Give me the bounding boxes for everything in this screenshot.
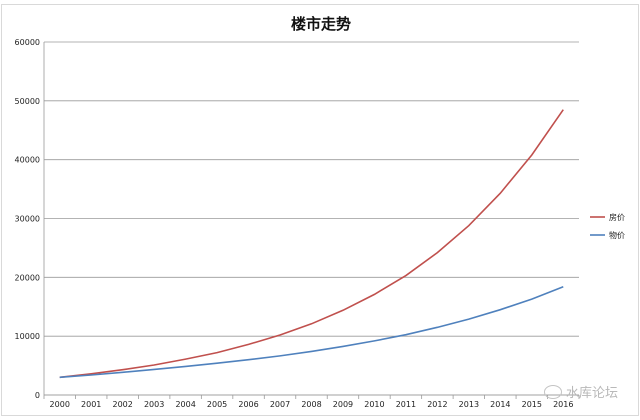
y-tick-label: 40000 (15, 156, 40, 165)
wechat-icon (543, 384, 562, 399)
x-tick-label: 2013 (459, 400, 479, 409)
x-tick-label: 2000 (50, 400, 70, 409)
chart-frame: 楼市走势 0 10000 20000 30000 40000 50000 60000 2000… (1, 4, 639, 416)
x-tick-label: 2008 (301, 400, 321, 409)
x-tick-label: 2006 (238, 400, 258, 409)
watermark-text: 水库论坛 (565, 386, 618, 401)
x-tick-label: 2011 (396, 400, 416, 409)
legend-label: 房价 (609, 212, 625, 222)
y-tick-label: 0 (35, 391, 40, 400)
series-line-2 (59, 286, 564, 379)
y-tick-label: 60000 (15, 38, 40, 47)
series-line-1 (59, 109, 564, 379)
x-tick-label: 2016 (553, 400, 573, 409)
x-tick-label: 2012 (427, 400, 447, 409)
y-tick-label: 20000 (15, 273, 40, 282)
x-tick-label: 2014 (490, 400, 510, 409)
x-tick-label: 2010 (364, 400, 384, 409)
legend-label: 物价 (609, 230, 625, 240)
x-tick-label: 2007 (270, 400, 290, 409)
x-tick-label: 2004 (175, 400, 195, 409)
x-tick-label: 2005 (207, 400, 227, 409)
chart-title: 楼市走势 (290, 15, 351, 33)
x-tick-label: 2009 (333, 400, 353, 409)
x-tick-label: 2001 (81, 400, 101, 409)
y-tick-label: 30000 (15, 215, 40, 224)
x-tick-label: 2003 (144, 400, 164, 409)
x-tick-label: 2002 (112, 400, 132, 409)
line-chart: 0 10000 20000 30000 40000 50000 60000 2000 2001 2… (15, 38, 625, 409)
y-tick-label: 50000 (15, 97, 40, 106)
y-tick-label: 10000 (15, 332, 40, 341)
x-tick-label: 2015 (522, 400, 542, 409)
watermark: 水库论坛 (543, 382, 618, 401)
